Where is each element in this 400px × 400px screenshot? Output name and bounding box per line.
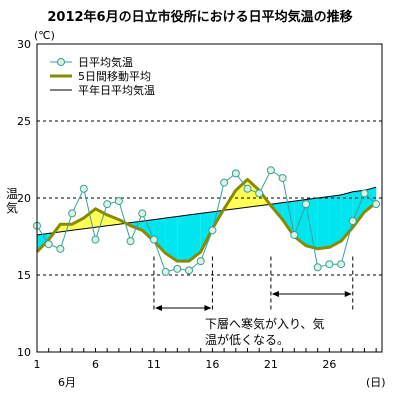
below-normal-fill [329, 194, 342, 248]
plot-frame [36, 43, 383, 353]
below-normal-fill [165, 216, 178, 262]
daily-temperature-point [91, 235, 100, 244]
y-tick-label: 10 [17, 346, 31, 359]
legend-label: 5日間移動平均 [78, 69, 151, 83]
daily-temperature-point [79, 184, 88, 193]
daily-temperature-point [255, 189, 264, 198]
daily-temperature-point [208, 226, 217, 235]
y-axis-label-char: 気 [6, 200, 18, 215]
y-axis-ticks: 10 15 20 25 30 [17, 38, 31, 359]
above-normal-fill [60, 224, 73, 232]
below-normal-fill [189, 213, 201, 262]
daily-temperature-point [266, 166, 275, 175]
daily-temperature-point [278, 173, 287, 182]
y-unit-label: (℃) [34, 29, 55, 42]
daily-temperature-point [138, 209, 147, 218]
annotation-line-2: 温が低くなる。 [205, 332, 289, 347]
daily-temperature-point [56, 244, 65, 253]
y-axis-label-char: 温 [6, 187, 18, 201]
arrow-head-left [154, 305, 162, 311]
below-normal-fill [200, 211, 213, 252]
x-tick-label: 6 [92, 358, 99, 371]
below-normal-fill [142, 219, 154, 242]
arrow-head-right [344, 291, 352, 297]
chart-title: 2012年6月の日立市役所における日平均気温の推移 [47, 10, 353, 25]
daily-temperature-point [313, 263, 322, 272]
daily-temperature-point [44, 240, 53, 249]
month-label: 6月 [58, 376, 76, 389]
annotation-line-1: 下層へ寒気が入り、気 [205, 316, 325, 331]
below-normal-fill [317, 196, 330, 249]
y-tick-label: 30 [17, 38, 31, 51]
daily-temperature-point [290, 230, 299, 239]
x-tick-label: 21 [264, 358, 278, 371]
daily-temperature-point [68, 209, 77, 218]
y-tick-label: 25 [17, 115, 31, 128]
cold-period-annotations [153, 256, 354, 312]
legend-marker-daily [57, 58, 65, 66]
daily-temperature-point [103, 200, 112, 209]
daily-temperature-point [360, 189, 369, 198]
daily-temperature-point [243, 184, 252, 193]
daily-temperature-point [149, 235, 158, 244]
legend-label: 平年日平均気温 [78, 83, 155, 97]
above-normal-fill [83, 208, 96, 229]
daily-temperature-point [173, 264, 182, 273]
daily-temperature-point [114, 197, 123, 206]
daily-temperature-point [196, 257, 205, 266]
x-axis-ticks: 1 6 11 16 21 26 [34, 348, 377, 371]
moving-average-line [35, 178, 378, 263]
y-tick-label: 15 [17, 269, 31, 282]
x-unit-label: (日) [366, 376, 386, 389]
daily-temperature-point [337, 260, 346, 269]
legend-label: 日平均気温 [78, 55, 133, 69]
x-tick-label: 26 [322, 358, 336, 371]
x-tick-label: 11 [147, 358, 161, 371]
y-tick-label: 20 [17, 192, 31, 205]
x-tick-label: 16 [205, 358, 219, 371]
y-axis-label: 気温 [6, 187, 18, 215]
daily-markers [33, 166, 381, 276]
x-tick-label: 1 [34, 358, 41, 371]
daily-temperature-point [372, 200, 381, 209]
arrow-head-right [204, 305, 212, 311]
below-normal-fill [282, 201, 295, 237]
arrow-head-left [271, 291, 279, 297]
daily-temperature-point [301, 200, 310, 209]
daily-temperature-point [231, 169, 240, 178]
daily-temperature-point [126, 237, 135, 246]
daily-temperature-point [185, 266, 194, 275]
below-normal-fill [153, 218, 166, 254]
below-normal-fill [177, 214, 189, 262]
normal-temperature-line [36, 186, 377, 236]
daily-temperature-point [325, 260, 334, 269]
below-normal-fill [306, 198, 318, 249]
daily-temperature-point [348, 217, 357, 226]
daily-temperature-point [161, 267, 170, 276]
daily-temperature-point [220, 178, 229, 187]
